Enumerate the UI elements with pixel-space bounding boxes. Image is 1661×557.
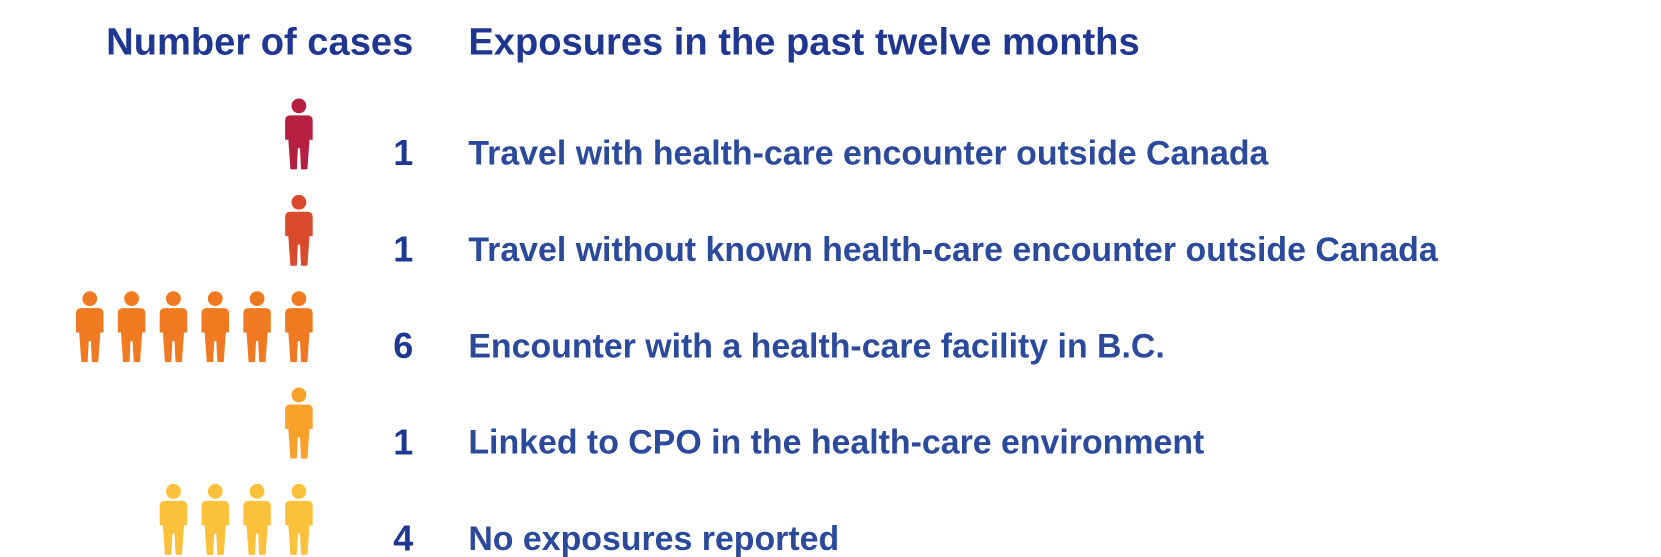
exposure-label: No exposures reported	[468, 520, 839, 557]
person-icon	[243, 291, 271, 363]
person-icon	[76, 291, 104, 363]
icon-head	[291, 387, 307, 403]
person-icon	[285, 194, 313, 266]
icon-head	[166, 483, 181, 499]
case-count: 6	[393, 325, 413, 366]
person-icon	[285, 483, 313, 555]
icon-head	[124, 291, 140, 307]
icon-body	[201, 500, 230, 555]
icon-body	[285, 308, 313, 363]
exposure-label: Travel without known health-care encount…	[468, 231, 1439, 269]
icon-head	[291, 483, 307, 499]
icon-head	[207, 483, 223, 499]
icon-body	[159, 308, 188, 363]
case-count: 1	[393, 421, 413, 462]
exposure-label: Travel with health-care encounter outsid…	[468, 135, 1269, 173]
icon-body	[285, 211, 313, 266]
person-icon	[117, 291, 146, 363]
person-icon	[285, 387, 313, 459]
icon-head	[166, 291, 181, 307]
icon-body	[201, 308, 230, 363]
icon-body	[117, 308, 146, 363]
icon-body	[159, 500, 188, 555]
icon-head	[291, 194, 307, 210]
person-icon	[243, 483, 271, 555]
person-icon	[201, 291, 230, 363]
person-icon	[159, 291, 188, 363]
right-header: Exposures in the past twelve months	[468, 21, 1139, 64]
icon-head	[291, 98, 307, 114]
icon-body	[285, 500, 313, 555]
icon-head	[249, 483, 265, 499]
case-count: 1	[393, 132, 413, 173]
exposure-label: Encounter with a health-care facility in…	[468, 327, 1164, 365]
icon-body	[285, 404, 313, 459]
icon-body	[285, 115, 313, 170]
person-icon	[285, 98, 313, 170]
exposure-label: Linked to CPO in the health-care environ…	[468, 424, 1204, 462]
left-header: Number of cases	[106, 21, 413, 64]
icon-head	[291, 291, 307, 307]
icon-body	[243, 500, 271, 555]
icon-head	[82, 291, 98, 307]
icon-head	[207, 291, 223, 307]
person-icon	[285, 291, 313, 363]
person-icon	[201, 483, 230, 555]
case-count: 4	[393, 518, 413, 557]
icon-body	[76, 308, 104, 363]
person-icon	[159, 483, 188, 555]
case-count: 1	[393, 229, 413, 270]
icon-head	[249, 291, 265, 307]
icon-body	[243, 308, 271, 363]
